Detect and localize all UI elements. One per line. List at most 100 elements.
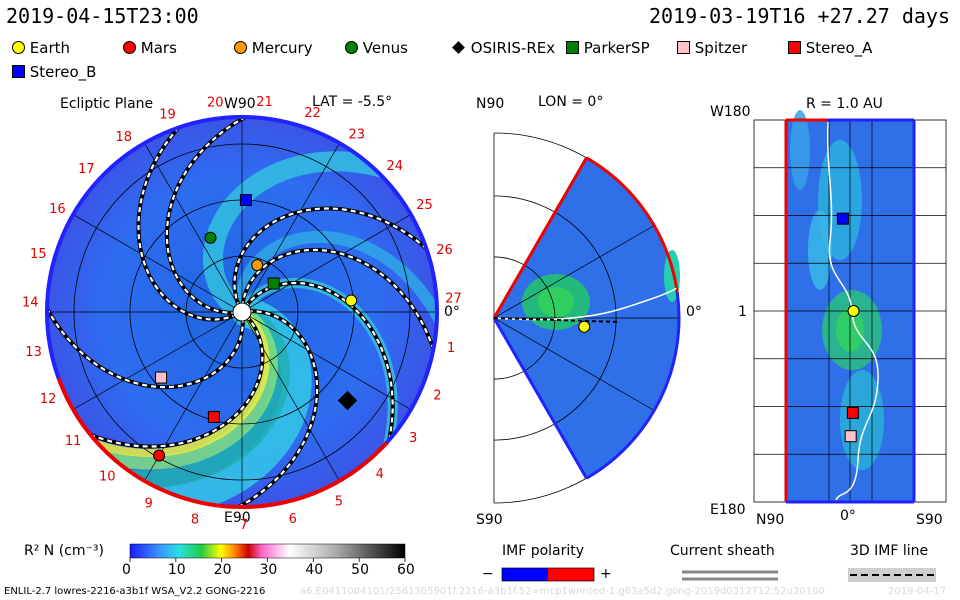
carrington-day-label: 27 [445, 292, 462, 307]
meridional-boundary-arc-neg [585, 292, 681, 480]
meridional-boundary-south [492, 317, 588, 479]
legend-item-stereo-a: Stereo_A [788, 39, 872, 57]
colorbar-tick-label: 40 [305, 562, 324, 578]
meridional-lon-label: LON = 0° [538, 94, 604, 110]
ecliptic-osiris-rex-marker [337, 390, 358, 411]
meridional-plane-panel [492, 132, 681, 504]
carrington-day-label: 26 [436, 243, 453, 258]
meridional-boundary-arc-pos [585, 156, 679, 293]
radial-map-panel [753, 110, 947, 504]
carrington-day-label: 6 [289, 512, 297, 527]
colorbar-tick-label: 0 [122, 562, 131, 578]
ecliptic-venus-marker [204, 231, 217, 244]
ecliptic-right-label: 0° [444, 304, 460, 320]
ecliptic-stereo-b-marker [239, 194, 252, 207]
stereo-b-marker-icon [12, 65, 25, 78]
carrington-day-label: 1 [447, 341, 455, 356]
carrington-day-label: 12 [40, 392, 57, 407]
meridional-grid-line [493, 225, 655, 319]
carrington-day-label: 11 [65, 434, 82, 449]
legend-item-mars: Mars [123, 39, 177, 57]
imf-minus-label: − [482, 566, 494, 582]
header-right-time: 2019-03-19T16 +27.27 days [648, 4, 950, 28]
radial-stereo-a-marker [846, 406, 859, 419]
colorbar-label: R² N (cm⁻³) [24, 543, 104, 559]
meridional-grid-line [493, 317, 655, 411]
radial-x-right: S90 [916, 512, 943, 528]
carrington-day-label: 15 [30, 247, 47, 262]
imf-field-line [137, 117, 238, 321]
radial-current-sheet [826, 121, 879, 501]
carrington-day-label: 7 [240, 518, 248, 533]
imf-field-line [165, 117, 304, 314]
carrington-day-label: 5 [335, 495, 343, 510]
carrington-day-label: 4 [376, 467, 384, 482]
venus-marker-icon [345, 41, 358, 54]
imf-line-title: 3D IMF line [850, 543, 929, 559]
carrington-day-label: 3 [409, 431, 417, 446]
sun-inner-boundary [232, 302, 252, 322]
mars-marker-icon [123, 41, 136, 54]
density-stream [49, 308, 279, 470]
radial-bottom-left: E180 [710, 502, 746, 518]
stereo-a-marker-icon [788, 41, 801, 54]
imf-polarity-negative-swatch [502, 568, 548, 581]
ecliptic-mars-marker [153, 449, 166, 462]
footer-left: ENLIL-2.7 lowres-2216-a3b1f WSA_V2.2 GON… [4, 586, 266, 597]
carrington-day-label: 24 [386, 159, 403, 174]
meridional-boundary-north [492, 157, 588, 319]
radial-density-blob [790, 110, 810, 190]
radial-earth-marker [847, 305, 860, 317]
meridional-top-label: N90 [476, 96, 505, 112]
carrington-day-label: 19 [159, 108, 176, 123]
carrington-day-label: 10 [99, 470, 116, 485]
carrington-day-label: 14 [22, 296, 39, 311]
radial-x-left: N90 [756, 512, 785, 528]
imf-polarity-title: IMF polarity [502, 543, 585, 559]
ecliptic-bottom-label: E90 [224, 510, 251, 526]
imf-line-bg [848, 568, 936, 582]
footer-right: 2019-04-17 [888, 586, 947, 597]
colorbar-tick-label: 50 [351, 562, 369, 578]
colorbar-tick-label: 60 [397, 562, 415, 578]
carrington-day-label: 25 [416, 198, 433, 213]
parkersp-marker-icon [566, 41, 579, 54]
ecliptic-earth-marker [345, 294, 358, 307]
current-sheath-title: Current sheath [670, 543, 775, 559]
colorbar-tick-label: 10 [167, 562, 186, 578]
imf-plus-label: + [600, 566, 612, 582]
header-left-time: 2019-04-15T23:00 [6, 4, 199, 28]
meridional-density-core [538, 287, 574, 317]
density-stream [235, 230, 437, 380]
legend-item-parkersp: ParkerSP [566, 39, 650, 57]
carrington-day-label: 23 [348, 128, 365, 143]
carrington-day-label: 2 [433, 388, 441, 403]
density-stream [108, 297, 312, 507]
radial-top-left: W180 [710, 104, 751, 120]
legend-item-mercury: Mercury [234, 39, 313, 57]
carrington-day-label: 18 [116, 130, 133, 145]
colorbar-tick-label: 20 [213, 562, 232, 578]
carrington-day-label: 22 [304, 106, 321, 121]
meridional-earth-marker [578, 320, 591, 333]
ecliptic-spitzer-marker [155, 371, 168, 384]
colorbar [129, 543, 406, 559]
imf-field-line [47, 315, 264, 448]
imf-field-line [47, 250, 244, 389]
ecliptic-title: Ecliptic Plane [60, 96, 154, 112]
carrington-day-label: 16 [49, 202, 66, 217]
radial-spitzer-marker [844, 430, 857, 443]
footer-middle: a6.E0411004101/2561305901f.2216-a3b1f.52… [300, 586, 825, 597]
ecliptic-mercury-marker [251, 259, 264, 272]
colorbar-tick-label: 30 [259, 562, 278, 578]
meridional-bottom-label: S90 [476, 512, 503, 528]
spitzer-marker-icon [677, 41, 690, 54]
carrington-day-label: 21 [256, 95, 273, 110]
radial-density-blob [808, 210, 832, 290]
ecliptic-lat-label: LAT = -5.5° [312, 94, 393, 110]
ecliptic-stereo-a-marker [207, 410, 220, 423]
radial-title: R = 1.0 AU [806, 96, 883, 112]
radial-x-mid: 0° [840, 508, 856, 524]
legend-item-spitzer: Spitzer [677, 39, 747, 57]
